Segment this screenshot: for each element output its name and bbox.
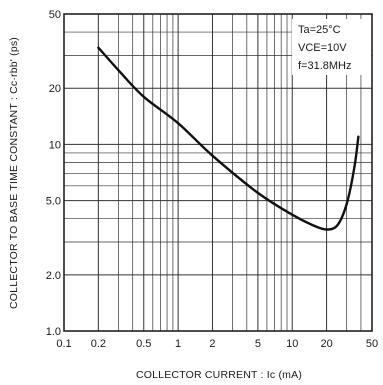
x-tick-label: 2 [209, 338, 215, 350]
x-tick-label: 0.2 [91, 338, 106, 350]
x-tick-label: 50 [366, 338, 378, 350]
x-tick-label: 1 [175, 338, 181, 350]
condition-frequency: f=31.8MHz [298, 60, 352, 72]
x-tick-label: 20 [320, 338, 332, 350]
tick-labels: 0.1 0.2 0.5 1 2 5 10 20 50 1.0 2.0 5.0 10 20 50 [46, 9, 378, 350]
x-axis-title: COLLECTOR CURRENT : Ic (mA) [136, 369, 302, 381]
x-tick-label: 0.1 [56, 338, 71, 350]
y-tick-label: 10 [49, 139, 61, 151]
x-tick-label: 10 [286, 338, 298, 350]
series-line [97, 46, 360, 231]
y-tick-label: 2.0 [46, 270, 61, 282]
condition-voltage: VCE=10V [298, 42, 347, 54]
y-tick-label: 50 [49, 9, 61, 21]
y-tick-label: 5.0 [46, 196, 61, 208]
x-tick-label: 0.5 [136, 338, 151, 350]
y-axis-title: COLLECTOR TO BASE TIME CONSTANT : Cc·rbb… [8, 37, 20, 309]
condition-temperature: Ta=25°C [298, 24, 341, 36]
y-tick-label: 20 [49, 83, 61, 95]
conditions-background [292, 19, 371, 75]
x-tick-label: 5 [255, 338, 261, 350]
y-tick-label: 1.0 [46, 326, 61, 338]
conditions-box: Ta=25°C VCE=10V f=31.8MHz [292, 19, 371, 75]
plot-frame [63, 13, 373, 332]
grid [64, 14, 372, 331]
